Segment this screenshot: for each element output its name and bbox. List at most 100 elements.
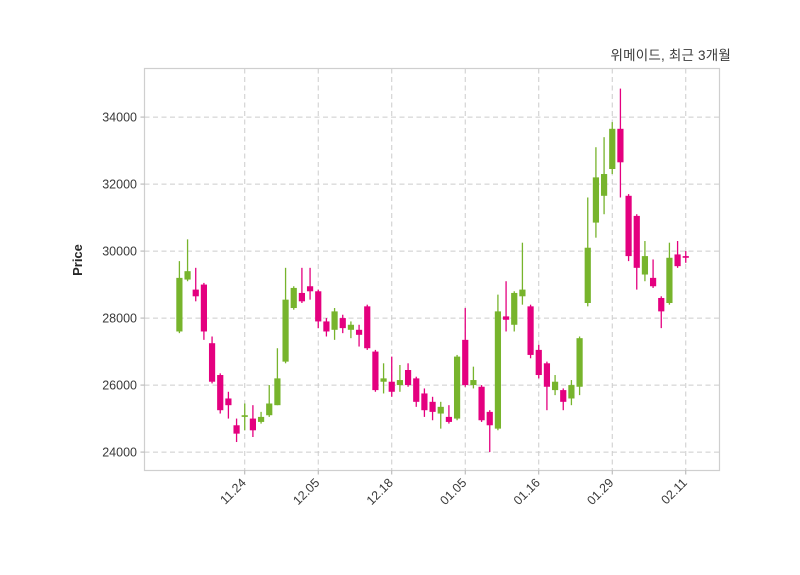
candle-body [486, 411, 493, 426]
y-tick-label: 34000 [102, 111, 137, 125]
candle-down [682, 251, 689, 263]
candle-up [666, 242, 673, 305]
candle-down [633, 214, 640, 290]
candle-body [519, 289, 526, 297]
candle-up [257, 411, 265, 424]
candle-body [217, 375, 224, 411]
candle-body [470, 380, 477, 386]
candle-body [543, 363, 551, 387]
candle-body [535, 349, 542, 376]
chart-title: 위메이드, 최근 3개월 [610, 48, 731, 63]
candle-up [380, 363, 387, 394]
candle-down [535, 344, 542, 379]
candle-body [437, 406, 444, 414]
candle-down [388, 356, 395, 397]
candle-up [551, 375, 559, 396]
candle-body [241, 415, 248, 417]
candle-body [511, 292, 518, 325]
candle-body [225, 398, 232, 406]
candle-down [617, 88, 624, 198]
candle-body [290, 287, 297, 309]
candle-down [543, 361, 551, 411]
candle-body [527, 306, 534, 355]
candle-up [511, 291, 518, 332]
candle-body [429, 401, 436, 412]
candle-up [641, 241, 649, 282]
candle-body [372, 351, 379, 391]
candle-body [682, 256, 689, 258]
candle-body [249, 418, 257, 431]
candle-body [584, 247, 591, 303]
candle-body [208, 343, 216, 382]
candle-body [388, 381, 395, 392]
x-tick-label: 12.05 [290, 476, 322, 508]
candle-body [633, 215, 640, 268]
candle-body [421, 393, 428, 411]
x-tick-label: 02.11 [659, 476, 690, 507]
candle-body [568, 385, 575, 399]
candle-body [494, 311, 502, 429]
y-tick-label: 24000 [102, 446, 137, 460]
candle-up [519, 242, 526, 305]
candle-body [502, 316, 510, 320]
candle-body [413, 378, 420, 402]
candle-down [486, 410, 493, 453]
candle-down [225, 391, 232, 419]
candle-down [445, 405, 453, 424]
candle-body [478, 386, 485, 421]
candle-down [478, 385, 485, 422]
candle-body [298, 292, 306, 302]
y-tick-label: 30000 [102, 245, 137, 259]
candle-down [306, 267, 314, 300]
candle-down [192, 267, 199, 302]
candle-body [576, 338, 583, 387]
candle-up [453, 354, 461, 421]
candle-up [592, 147, 600, 238]
candle-body [257, 416, 265, 422]
x-tick-label: 12.18 [364, 476, 396, 508]
candle-body [658, 297, 665, 312]
x-tick-label: 01.05 [437, 476, 469, 508]
candle-down [560, 388, 567, 411]
candle-body [404, 370, 412, 386]
candle-body [192, 289, 199, 297]
candle-body [666, 257, 673, 303]
candle-down [658, 296, 665, 329]
candle-up [331, 308, 338, 340]
candle-down [339, 314, 346, 334]
candle-down [315, 289, 322, 329]
candle-up [568, 380, 575, 406]
candle-down [404, 363, 412, 387]
candle-body [200, 284, 208, 332]
candle-down [200, 282, 208, 340]
x-tick-label: 11.24 [217, 476, 248, 507]
candle-down [625, 194, 632, 262]
candle-up [274, 348, 281, 406]
candle-up [266, 385, 273, 417]
candle-body [462, 339, 469, 386]
candle-body [274, 378, 281, 406]
candle-up [576, 336, 583, 396]
candle-body [641, 256, 649, 275]
candle-down [674, 241, 681, 268]
candle-body [364, 306, 371, 349]
candle-body [600, 174, 608, 196]
candle-down [649, 259, 657, 288]
candle-body [609, 128, 616, 169]
candle-up [494, 294, 502, 431]
candle-body [592, 177, 600, 223]
candle-body [453, 356, 461, 419]
candle-up [600, 137, 608, 215]
candle-down [355, 324, 363, 347]
candle-up [290, 286, 297, 310]
candle-up [470, 366, 477, 389]
candle-up [241, 403, 248, 431]
y-tick-label: 32000 [102, 178, 137, 192]
candle-up [584, 197, 591, 307]
candle-body [674, 254, 681, 267]
candle-up [282, 267, 289, 364]
candle-body [339, 318, 346, 329]
candle-up [609, 122, 616, 175]
